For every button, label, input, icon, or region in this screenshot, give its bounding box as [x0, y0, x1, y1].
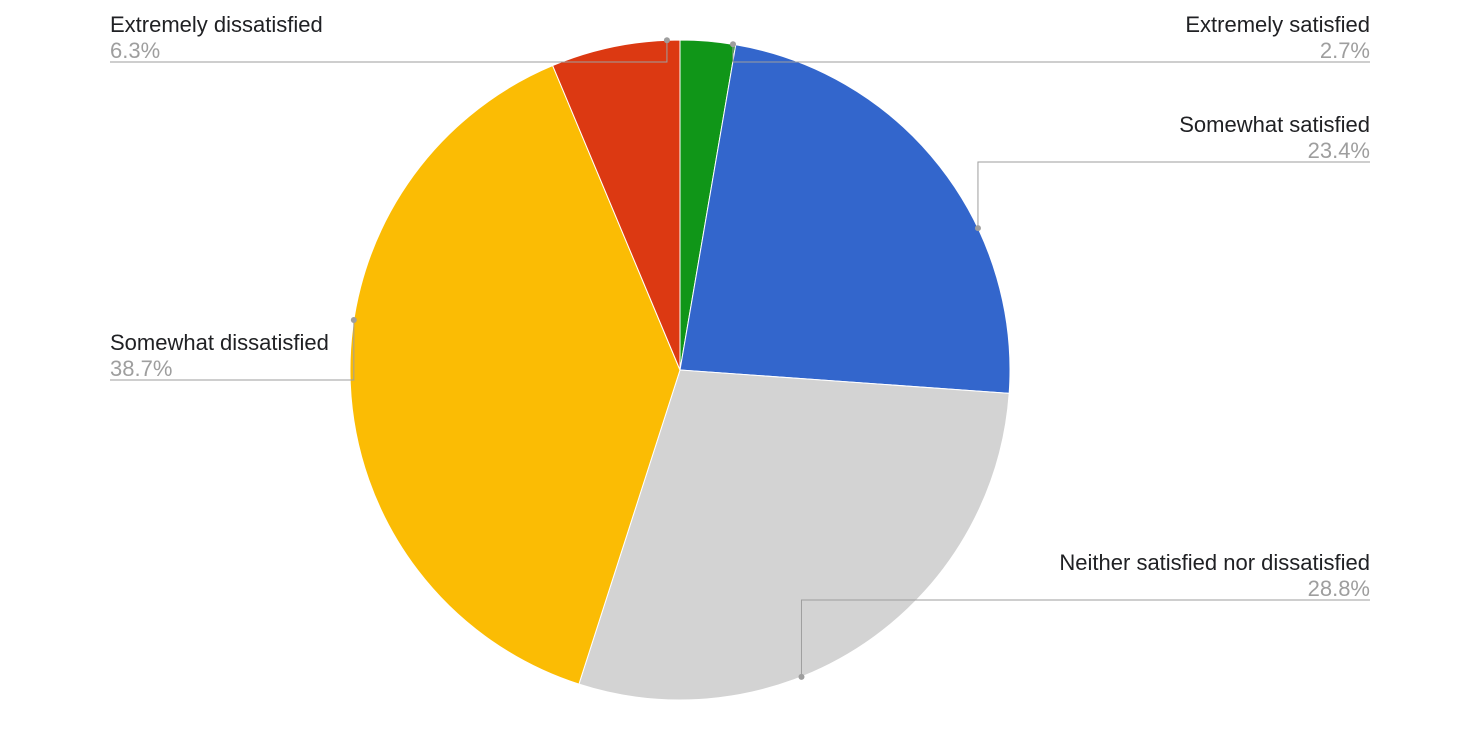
slice-label: Extremely satisfied — [1185, 12, 1370, 37]
slice-label: Somewhat satisfied — [1179, 112, 1370, 137]
leader-line — [978, 162, 1370, 228]
pie-slices — [350, 40, 1010, 700]
slice-percent: 2.7% — [1320, 38, 1370, 63]
slice-label: Extremely dissatisfied — [110, 12, 323, 37]
slice-percent: 38.7% — [110, 356, 172, 381]
leader-marker — [975, 225, 981, 231]
leader-line — [733, 44, 1370, 62]
leader-marker — [730, 41, 736, 47]
slice-percent: 23.4% — [1308, 138, 1370, 163]
slice-percent: 6.3% — [110, 38, 160, 63]
pie-slice — [680, 45, 1010, 394]
slice-label: Somewhat dissatisfied — [110, 330, 329, 355]
leader-marker — [664, 37, 670, 43]
slice-percent: 28.8% — [1308, 576, 1370, 601]
slice-label: Neither satisfied nor dissatisfied — [1059, 550, 1370, 575]
satisfaction-pie-chart: 2.7%Extremely satisfied 23.4%Somewhat sat… — [0, 0, 1480, 740]
leader-marker — [798, 674, 804, 680]
leader-marker — [351, 317, 357, 323]
